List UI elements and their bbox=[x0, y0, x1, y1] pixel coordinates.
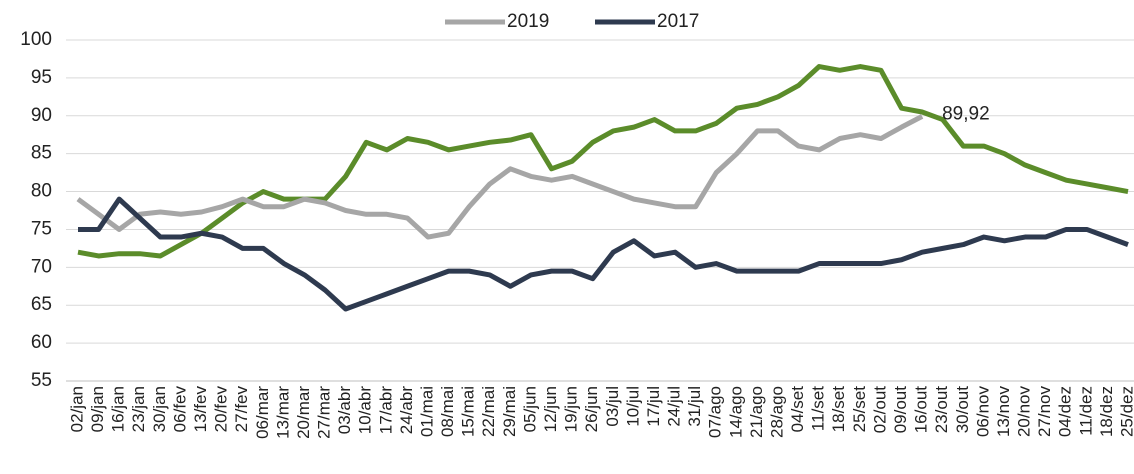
x-tick-label: 30/jan bbox=[150, 386, 169, 432]
x-tick-label: 13/fev bbox=[191, 386, 210, 433]
x-tick-label: 06/mar bbox=[253, 386, 272, 439]
x-tick-label: 31/jul bbox=[685, 386, 704, 427]
x-tick-label: 25/set bbox=[850, 386, 869, 433]
x-tick-label: 24/abr bbox=[397, 386, 416, 435]
x-tick-label: 24/jul bbox=[665, 386, 684, 427]
legend-label: 2017 bbox=[657, 11, 699, 32]
x-tick-label: 23/out bbox=[932, 386, 951, 434]
x-tick-label: 12/jun bbox=[541, 386, 560, 432]
x-tick-label: 29/mai bbox=[500, 386, 519, 437]
x-tick-label: 06/fev bbox=[170, 386, 189, 433]
x-tick-label: 01/mai bbox=[417, 386, 436, 437]
x-tick-label: 11/set bbox=[809, 386, 828, 431]
y-tick-label: 95 bbox=[31, 67, 52, 88]
x-tick-label: 05/jun bbox=[520, 386, 539, 432]
x-tick-label: 27/mar bbox=[315, 386, 334, 439]
y-tick-label: 55 bbox=[31, 370, 52, 391]
x-tick-label: 03/jul bbox=[603, 386, 622, 427]
x-tick-label: 20/mar bbox=[294, 386, 313, 439]
y-tick-label: 90 bbox=[31, 105, 52, 126]
x-tick-label: 18/set bbox=[829, 386, 848, 433]
x-tick-label: 20/fev bbox=[212, 386, 231, 433]
x-tick-label: 21/ago bbox=[747, 386, 766, 438]
x-tick-label: 26/jun bbox=[582, 386, 601, 432]
legend-label: 2019 bbox=[507, 11, 549, 32]
x-tick-label: 22/mai bbox=[479, 386, 498, 437]
x-tick-label: 14/ago bbox=[726, 386, 745, 438]
series-line bbox=[77, 64, 1129, 259]
x-tick-label: 07/ago bbox=[706, 386, 725, 438]
x-tick-label: 04/dez bbox=[1056, 386, 1075, 437]
x-tick-label: 19/jun bbox=[562, 386, 581, 432]
x-tick-label: 20/nov bbox=[1015, 386, 1034, 438]
x-tick-label: 23/jan bbox=[129, 386, 148, 432]
y-tick-label: 80 bbox=[31, 181, 52, 202]
x-tick-label: 17/jul bbox=[644, 386, 663, 427]
x-tick-label: 09/out bbox=[891, 386, 910, 434]
x-tick-label: 13/mar bbox=[273, 386, 292, 439]
x-tick-label: 04/set bbox=[788, 386, 807, 433]
x-tick-label: 08/mai bbox=[438, 386, 457, 437]
x-tick-label: 17/abr bbox=[376, 386, 395, 435]
y-tick-label: 65 bbox=[31, 294, 52, 315]
annotation: 89,92 bbox=[942, 103, 990, 124]
x-tick-label: 16/jan bbox=[109, 386, 128, 432]
x-tick-label: 13/nov bbox=[994, 386, 1013, 438]
x-tick-label: 11/dez bbox=[1076, 386, 1095, 436]
x-tick-label: 02/jan bbox=[67, 386, 86, 432]
y-tick-label: 70 bbox=[31, 256, 52, 277]
x-tick-label: 30/out bbox=[953, 386, 972, 434]
x-tick-label: 18/dez bbox=[1097, 386, 1116, 437]
x-tick-label: 06/nov bbox=[973, 386, 992, 438]
x-tick-label: 10/abr bbox=[356, 386, 375, 435]
x-tick-label: 25/dez bbox=[1117, 386, 1134, 437]
x-tick-label: 16/out bbox=[912, 386, 931, 434]
y-tick-label: 85 bbox=[31, 143, 52, 164]
x-tick-label: 10/jul bbox=[623, 386, 642, 427]
x-tick-label: 28/ago bbox=[767, 386, 786, 438]
y-tick-label: 100 bbox=[20, 29, 52, 50]
series-line bbox=[78, 196, 1129, 312]
x-tick-label: 02/out bbox=[870, 386, 889, 434]
y-tick-label: 60 bbox=[31, 332, 52, 353]
x-tick-label: 09/jan bbox=[88, 386, 107, 432]
x-tick-label: 03/abr bbox=[335, 386, 354, 435]
x-tick-label: 27/fev bbox=[232, 386, 251, 433]
series-line bbox=[76, 114, 924, 240]
x-tick-label: 15/mai bbox=[459, 386, 478, 437]
y-tick-label: 75 bbox=[31, 218, 52, 239]
x-tick-label: 27/nov bbox=[1035, 386, 1054, 438]
